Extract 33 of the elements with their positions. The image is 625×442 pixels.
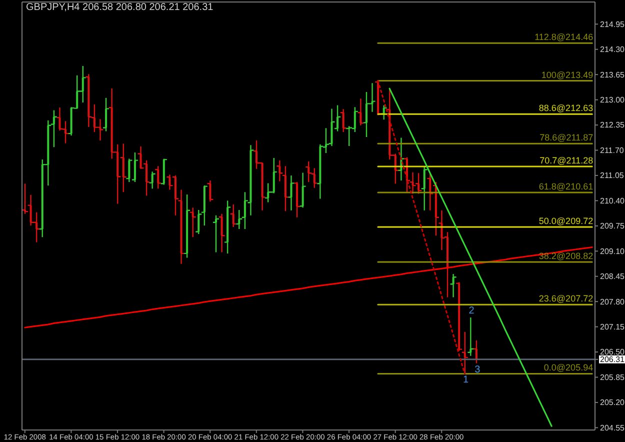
annotation: 1 xyxy=(462,374,469,386)
annotation: 2 xyxy=(468,305,475,316)
y-tick-label: 214.30 xyxy=(600,45,625,54)
line-series xyxy=(24,246,593,328)
series-label: 23.6@207.72 xyxy=(538,294,594,304)
y-tick-label: 212.35 xyxy=(600,120,625,130)
y-tick-label: 208.45 xyxy=(600,272,625,282)
series-label: 70.7@211.28 xyxy=(540,156,594,166)
chart-title: GBPJPY,H4 206.58 206.80 206.21 206.31 xyxy=(26,2,214,13)
y-tick-label: 210.40 xyxy=(600,196,625,206)
y-tick-label: 206.50 xyxy=(600,348,625,357)
series-label: 88.6@212.63 xyxy=(538,103,594,114)
y-tick-label: 205.20 xyxy=(600,398,625,408)
series-label: 0.0@205.94 xyxy=(544,362,594,373)
y-tick-label: 209.10 xyxy=(600,246,625,256)
series-label: 38.2@208.82 xyxy=(538,250,594,261)
line-series xyxy=(377,80,466,374)
series-label: 50.0@209.72 xyxy=(538,216,594,226)
series-label: 112.8@214.46 xyxy=(534,32,594,42)
y-tick-label: 207.15 xyxy=(600,322,625,332)
y-tick-label: 214.95 xyxy=(600,20,625,29)
series-label: 100@213.49 xyxy=(541,70,594,80)
y-tick-label: 204.55 xyxy=(600,423,625,432)
y-tick-label: 209.75 xyxy=(600,222,625,231)
y-tick-label: 211.05 xyxy=(600,171,624,180)
series-label: 61.8@210.61 xyxy=(538,182,594,192)
y-tick-label: 213.65 xyxy=(600,70,625,80)
series-label: 78.6@211.87 xyxy=(540,132,594,143)
y-tick-label: 205.85 xyxy=(600,372,625,382)
y-tick-label: 207.80 xyxy=(600,297,625,306)
y-tick-label: 211.70 xyxy=(600,146,624,155)
annotation: 3 xyxy=(474,364,481,376)
y-tick-label: 213.00 xyxy=(600,96,625,105)
